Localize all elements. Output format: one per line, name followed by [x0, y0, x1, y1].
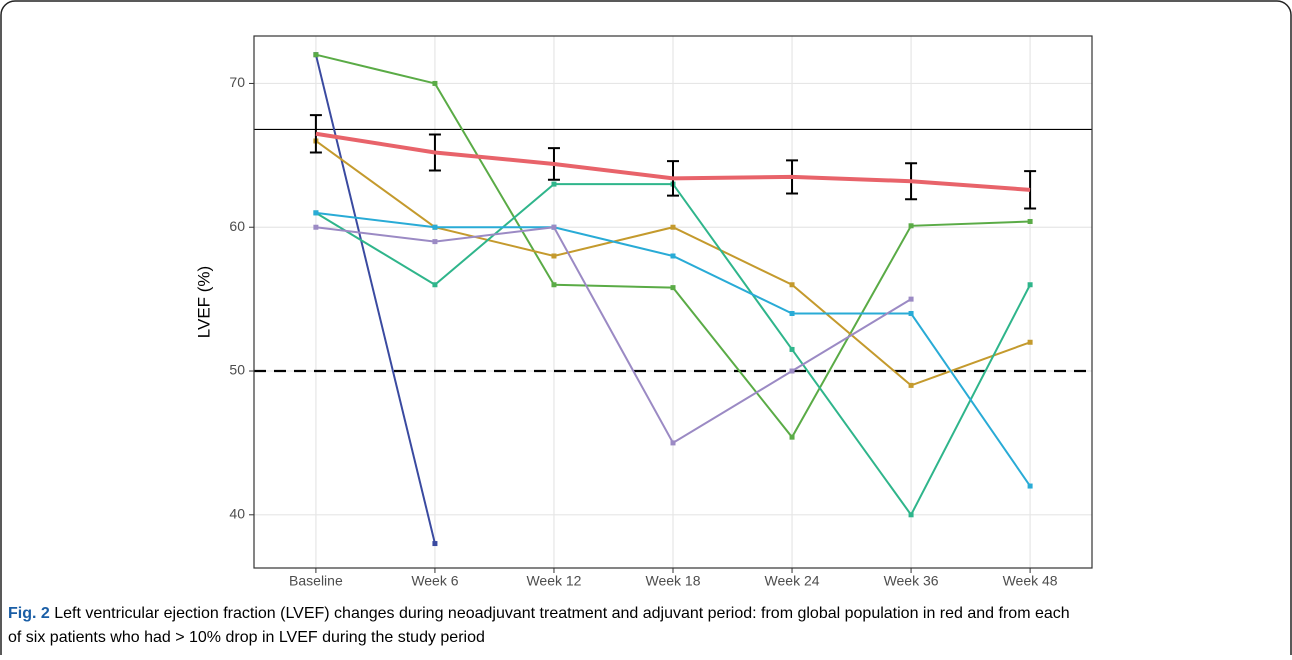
point [908, 382, 914, 388]
caption-text: of six patients who had > 10% drop in LV… [8, 629, 485, 646]
point [670, 224, 676, 230]
point [432, 80, 438, 86]
point [1027, 282, 1033, 288]
point [908, 296, 914, 302]
point [432, 541, 438, 547]
point [670, 253, 676, 259]
point [1027, 218, 1033, 224]
point [313, 52, 319, 58]
point [670, 285, 676, 291]
point [789, 434, 795, 440]
x-tick-label: Week 6 [411, 573, 458, 589]
point [551, 181, 557, 187]
point [789, 311, 795, 317]
point [432, 224, 438, 230]
x-tick-label: Baseline [289, 573, 343, 589]
caption-label: Fig. 2 [8, 605, 50, 622]
point [908, 311, 914, 317]
x-tick-label: Week 18 [646, 573, 701, 589]
point [789, 346, 795, 352]
x-tick-label: Week 48 [1003, 573, 1058, 589]
point [313, 224, 319, 230]
x-tick-label: Week 12 [526, 573, 581, 589]
point [789, 282, 795, 288]
point [432, 239, 438, 245]
plot-border [253, 35, 1093, 569]
y-tick-label: 50 [229, 362, 245, 378]
x-tick-label: Week 36 [884, 573, 939, 589]
series-line [315, 131, 1031, 192]
point [313, 210, 319, 216]
point [1027, 339, 1033, 345]
point [1027, 483, 1033, 489]
series-line [315, 226, 912, 445]
caption: Fig. 2 Left ventricular ejection fractio… [8, 605, 1070, 622]
point [908, 512, 914, 518]
point [551, 253, 557, 259]
point [908, 223, 914, 229]
y-tick-label: 70 [229, 74, 245, 90]
y-tick-label: 40 [229, 506, 245, 522]
y-tick-label: 60 [229, 218, 245, 234]
point [551, 224, 557, 230]
point [670, 440, 676, 446]
caption-text: Left ventricular ejection fraction (LVEF… [54, 605, 1069, 622]
point [432, 282, 438, 288]
y-axis-label: LVEF (%) [194, 266, 213, 338]
point [789, 368, 795, 374]
point [551, 282, 557, 288]
x-tick-label: Week 24 [765, 573, 820, 589]
